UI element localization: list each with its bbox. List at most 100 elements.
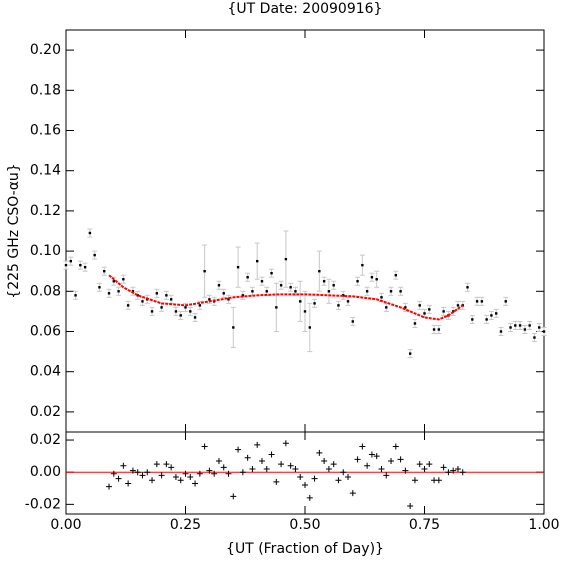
point [196, 470, 203, 477]
point [206, 467, 213, 474]
point [302, 482, 308, 489]
point [311, 475, 318, 482]
point [485, 318, 488, 321]
point [69, 259, 72, 263]
point [83, 265, 87, 269]
point [399, 290, 402, 293]
point [117, 290, 120, 293]
point [413, 322, 417, 325]
point [408, 352, 412, 355]
point [308, 326, 311, 329]
point [499, 330, 503, 333]
y-tick-label: 0.02 [30, 432, 61, 448]
point [365, 290, 369, 293]
point [397, 456, 404, 463]
point [236, 265, 240, 269]
point [163, 461, 170, 468]
point [297, 474, 304, 481]
point [402, 467, 409, 474]
point [389, 290, 393, 293]
point [490, 314, 493, 317]
point [254, 441, 261, 448]
y-tick-label: 0.18 [30, 82, 61, 98]
point [373, 453, 380, 460]
point [134, 469, 141, 476]
point [432, 328, 436, 331]
point [440, 464, 447, 471]
point [284, 257, 288, 261]
y-tick-label: 0.14 [30, 163, 61, 179]
point [332, 284, 335, 287]
point [239, 469, 246, 476]
point [509, 326, 512, 329]
y-tick-label: 0.08 [30, 283, 61, 299]
point [394, 274, 398, 277]
point [249, 465, 256, 472]
point [475, 300, 479, 303]
point [106, 483, 113, 490]
point [392, 443, 399, 450]
point [230, 493, 237, 500]
point [141, 300, 144, 303]
point [64, 263, 68, 267]
point [313, 302, 316, 305]
point [168, 464, 175, 471]
point [375, 278, 378, 281]
point [423, 312, 426, 315]
point [294, 290, 297, 293]
point [201, 443, 208, 450]
point [251, 290, 254, 293]
point [418, 304, 421, 307]
point [268, 451, 275, 458]
point [495, 312, 498, 315]
point [354, 456, 361, 463]
point [325, 465, 332, 472]
point [335, 477, 342, 484]
point [321, 457, 328, 464]
point [215, 457, 222, 464]
point [356, 280, 359, 283]
point [174, 310, 178, 313]
point [265, 290, 268, 293]
point [388, 457, 395, 464]
point [359, 443, 366, 450]
point [203, 270, 206, 273]
point [303, 310, 307, 313]
point [346, 300, 350, 303]
point [330, 461, 337, 468]
point [306, 494, 313, 501]
point [340, 469, 347, 476]
point [139, 472, 146, 479]
point [136, 294, 139, 297]
point [523, 328, 527, 331]
point [538, 326, 541, 329]
point [407, 502, 414, 509]
point [368, 451, 375, 458]
point [318, 270, 321, 273]
point [404, 306, 407, 309]
point [279, 284, 283, 287]
point [103, 270, 106, 273]
y-tick-label: 0.02 [30, 404, 61, 420]
point [345, 474, 352, 481]
point [169, 298, 173, 301]
point [466, 286, 469, 289]
point [361, 263, 364, 267]
point [437, 328, 441, 331]
point [270, 272, 273, 275]
y-tick-label: 0.12 [30, 203, 61, 219]
point [504, 300, 507, 303]
point [327, 290, 331, 293]
point [383, 472, 390, 479]
y-tick-label: 0.04 [30, 364, 61, 380]
point [182, 470, 189, 477]
point [480, 300, 484, 303]
point [246, 276, 249, 279]
point [299, 300, 302, 303]
point [189, 310, 192, 313]
point [278, 461, 285, 468]
point [316, 449, 323, 456]
point [459, 469, 466, 476]
point [155, 292, 159, 295]
